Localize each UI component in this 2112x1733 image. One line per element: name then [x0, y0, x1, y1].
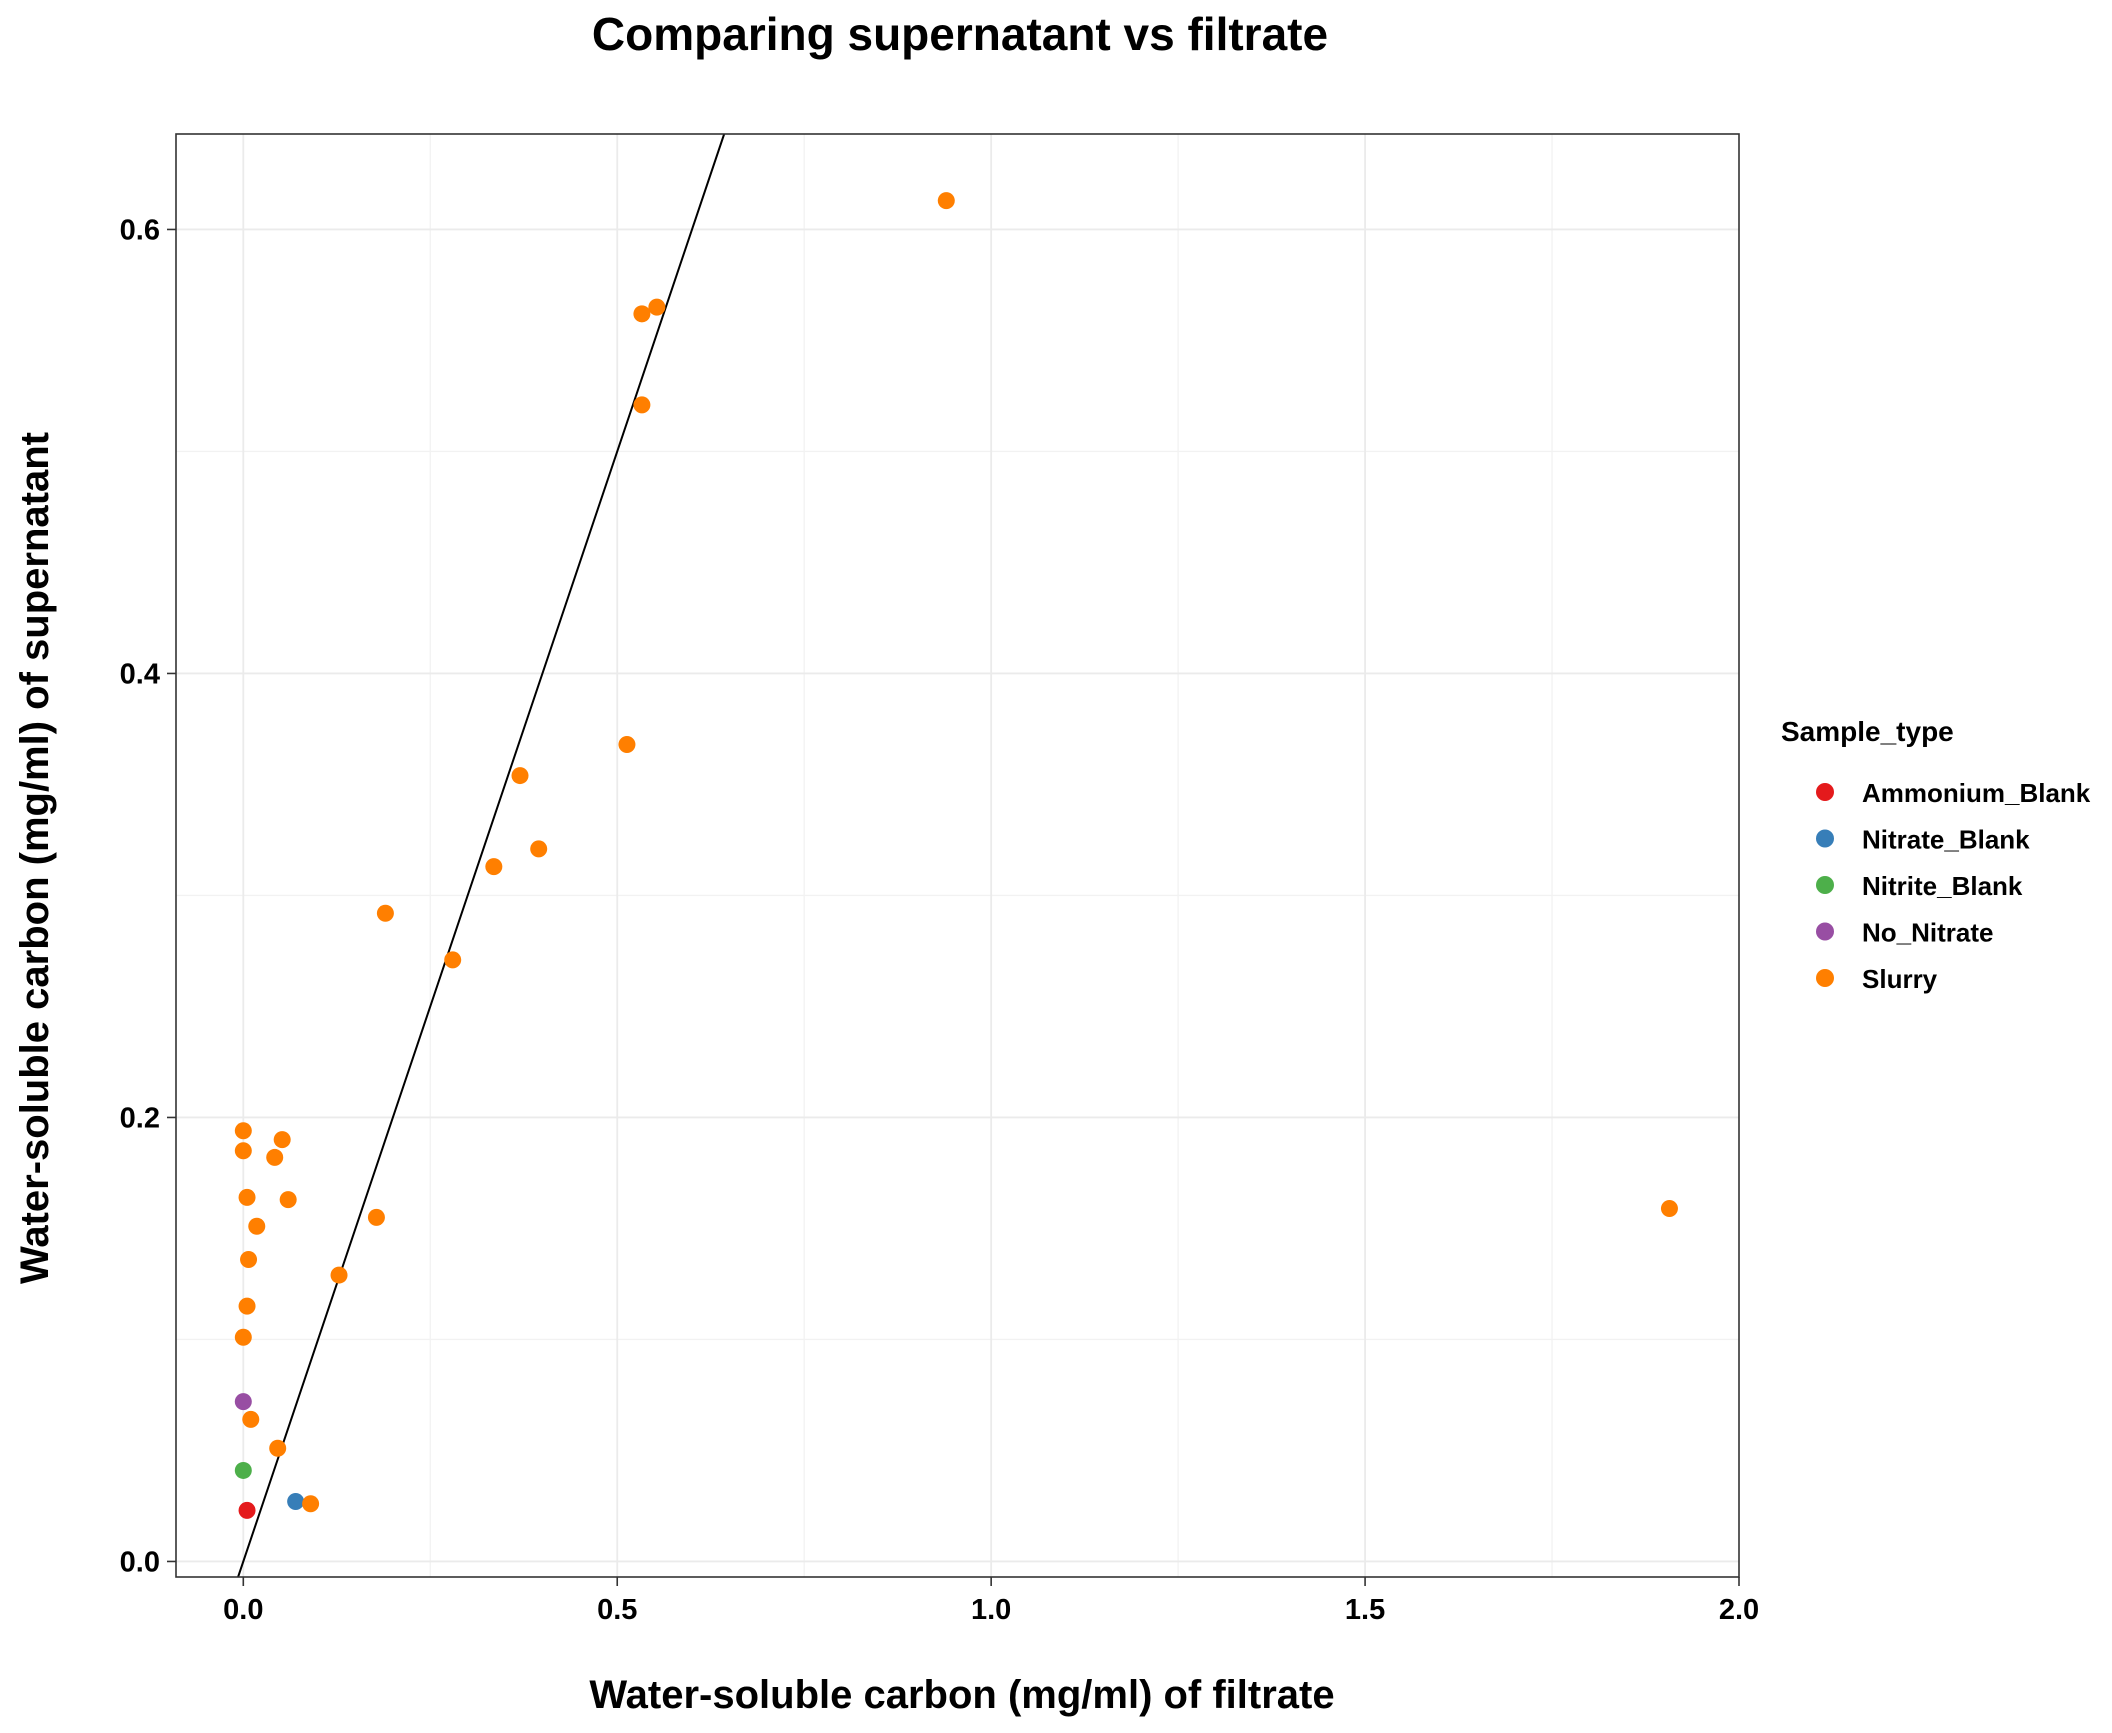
- y-tick-label: 0.2: [120, 1102, 160, 1134]
- y-tick-label: 0.6: [120, 214, 160, 246]
- legend-key: [1816, 969, 1834, 987]
- data-point: [937, 192, 955, 210]
- legend-label: Slurry: [1862, 964, 1938, 994]
- data-point: [279, 1191, 297, 1209]
- plot-panel: [176, 134, 1739, 1577]
- data-point: [266, 1148, 284, 1166]
- legend-key: [1816, 829, 1834, 848]
- x-tick-label: 1.0: [971, 1594, 1011, 1626]
- data-point: [511, 767, 529, 785]
- data-point: [367, 1208, 385, 1226]
- x-tick-label: 0.5: [597, 1594, 637, 1626]
- legend-key: [1816, 876, 1834, 894]
- data-point: [234, 1461, 252, 1479]
- x-axis-label: Water-soluble carbon (mg/ml) of filtrate: [589, 1673, 1334, 1717]
- data-point: [242, 1410, 260, 1428]
- data-point: [238, 1188, 256, 1206]
- legend-key: [1816, 922, 1834, 941]
- data-point: [648, 298, 666, 316]
- legend-key: [1816, 783, 1834, 801]
- data-point: [302, 1495, 320, 1513]
- data-point: [234, 1393, 252, 1411]
- data-point: [485, 858, 503, 876]
- data-point: [238, 1297, 256, 1315]
- data-point: [330, 1266, 348, 1284]
- data-point: [234, 1122, 252, 1140]
- y-tick-label: 0.4: [120, 658, 160, 690]
- legend-label: Nitrite_Blank: [1862, 871, 2023, 901]
- x-tick-label: 2.0: [1719, 1594, 1759, 1626]
- data-point: [444, 951, 462, 969]
- chart-title: Comparing supernatant vs filtrate: [592, 8, 1328, 60]
- y-axis-label: Water-soluble carbon (mg/ml) of supernat…: [13, 432, 57, 1284]
- data-point: [530, 840, 548, 858]
- legend-label: Ammonium_Blank: [1862, 778, 2091, 808]
- legend: Sample_type Ammonium_Blank Nitrate_Blank N…: [1781, 716, 2091, 994]
- x-tick-label: 1.5: [1345, 1594, 1385, 1626]
- data-point: [248, 1217, 266, 1235]
- data-point: [269, 1439, 287, 1457]
- reference-line: [237, 133, 726, 1578]
- data-point: [633, 396, 651, 414]
- data-point: [633, 305, 651, 323]
- legend-label: No_Nitrate: [1862, 918, 1993, 948]
- data-point: [273, 1131, 291, 1149]
- data-point: [618, 736, 636, 753]
- plot-border: [175, 133, 1740, 1578]
- data-point: [287, 1493, 305, 1511]
- data-point: [1660, 1199, 1678, 1217]
- x-tick-label: 0.0: [223, 1594, 263, 1626]
- legend-label: Nitrate_Blank: [1862, 825, 2030, 855]
- data-point: [234, 1328, 252, 1346]
- data-point: [376, 904, 394, 922]
- data-point: [234, 1142, 252, 1160]
- data-point: [238, 1501, 256, 1519]
- y-tick-label: 0.0: [120, 1546, 160, 1578]
- legend-title: Sample_type: [1781, 716, 1954, 747]
- data-point: [240, 1251, 258, 1269]
